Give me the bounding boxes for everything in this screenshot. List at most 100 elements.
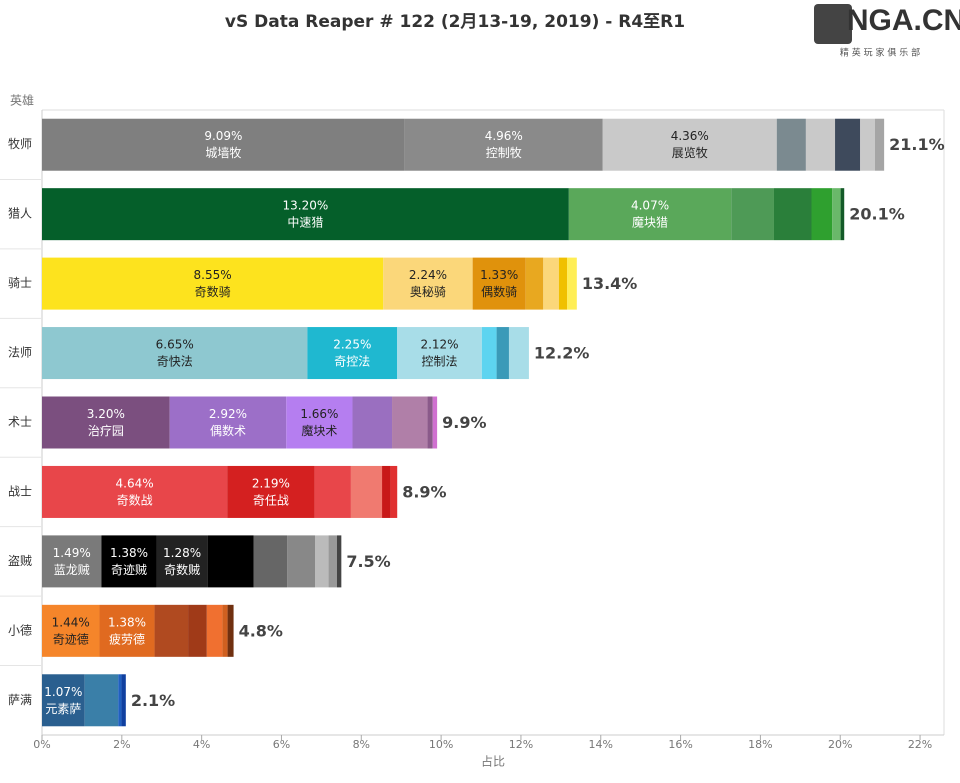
bar-segment [42, 604, 100, 657]
bar-segment [404, 118, 603, 171]
bar-segment [42, 327, 308, 380]
segment-name: 奥秘骑 [410, 285, 446, 299]
bar-segment [558, 257, 568, 310]
bar-segment [42, 257, 384, 310]
y-tick-label: 小德 [8, 622, 32, 637]
total-label: 9.9% [442, 413, 486, 432]
bar-segment [222, 604, 228, 657]
x-tick-label: 18% [748, 738, 772, 751]
bar-segment [42, 188, 569, 241]
data-label: 4.64% [116, 476, 154, 490]
y-tick-label: 法师 [8, 346, 32, 360]
total-label: 21.1% [889, 135, 945, 154]
data-label: 13.20% [283, 199, 329, 213]
segment-name: 奇迹贼 [111, 562, 147, 577]
bar-segment [206, 604, 223, 657]
bar-segment [328, 535, 337, 588]
segment-name: 魔块猎 [632, 215, 668, 230]
logo: NGA.CN 精 英 玩 家 俱 乐 部 [814, 4, 960, 59]
bar-segment [496, 327, 509, 380]
bar-segment [832, 188, 841, 241]
bar-segment [805, 118, 836, 171]
segment-name: 奇任战 [253, 493, 289, 507]
bar-segment [773, 188, 812, 241]
y-tick-label: 骑士 [8, 276, 32, 290]
bar-segment [227, 604, 234, 657]
data-label: 1.28% [163, 546, 201, 560]
segment-name: 治疗园 [88, 424, 124, 438]
data-label: 2.19% [252, 476, 290, 490]
data-label: 2.92% [209, 407, 247, 421]
segment-name: 奇数骑 [195, 284, 231, 299]
data-label: 4.07% [631, 199, 669, 213]
segment-name: 展览牧 [672, 145, 708, 160]
data-label: 1.44% [52, 615, 90, 629]
bar-segment [156, 535, 208, 588]
bar-segment [835, 118, 861, 171]
bar-segment [472, 257, 526, 310]
segment-name: 元素萨 [45, 702, 81, 716]
x-tick-label: 12% [509, 738, 533, 751]
x-tick-label: 6% [273, 738, 290, 751]
x-axis-label: 占比 [481, 754, 505, 769]
data-label: 1.38% [110, 546, 148, 560]
data-label: 6.65% [156, 338, 194, 352]
bar-segment [840, 188, 845, 241]
data-label: 9.09% [204, 129, 242, 143]
bar-segment [286, 396, 353, 449]
data-label: 1.66% [300, 407, 338, 421]
total-label: 2.1% [131, 691, 175, 710]
bar-segment [42, 118, 405, 171]
bar-segment [207, 535, 254, 588]
total-label: 8.9% [402, 482, 446, 501]
bar-segment [350, 465, 383, 518]
segment-name: 奇控法 [334, 355, 370, 369]
bar-segment [307, 327, 398, 380]
segment-name: 中速猎 [287, 215, 323, 230]
bar-segment [874, 118, 885, 171]
bar-segment [776, 118, 806, 171]
y-axis-label: 英雄 [10, 93, 34, 108]
bar-segment [121, 674, 126, 727]
x-tick-label: 2% [113, 738, 130, 751]
y-tick-label: 猎人 [8, 207, 32, 221]
bar-segment [99, 604, 155, 657]
bar-segment [860, 118, 875, 171]
x-tick-label: 10% [429, 738, 453, 751]
bar-segment [188, 604, 207, 657]
total-label: 4.8% [239, 621, 283, 640]
data-label: 4.96% [485, 129, 523, 143]
bar-segment [253, 535, 288, 588]
x-tick-label: 14% [589, 738, 613, 751]
segment-name: 疲劳德 [109, 631, 145, 646]
data-label: 1.38% [108, 615, 146, 629]
data-label: 4.36% [671, 129, 709, 143]
bar-segment [314, 535, 329, 588]
x-tick-label: 16% [668, 738, 692, 751]
bar-segment [101, 535, 157, 588]
bar-segment [543, 257, 559, 310]
logo-subtitle: 精 英 玩 家 俱 乐 部 [840, 47, 920, 59]
chart-title: vS Data Reaper # 122 (2月13-19, 2019) - R… [225, 12, 685, 32]
segment-name: 奇数战 [117, 492, 153, 507]
bar-segment [227, 465, 315, 518]
bar-segment [314, 465, 351, 518]
x-tick-label: 22% [908, 738, 932, 751]
data-label: 1.07% [44, 685, 82, 699]
logo-text: NGA.CN [847, 4, 960, 37]
bar-segment [390, 465, 398, 518]
segment-name: 魔块术 [301, 423, 337, 438]
segment-name: 蓝龙贼 [54, 562, 90, 577]
data-label: 1.33% [480, 268, 518, 282]
bar-segment [811, 188, 833, 241]
bar-segment [287, 535, 315, 588]
total-label: 12.2% [534, 344, 590, 363]
segment-name: 奇快法 [157, 355, 193, 369]
segment-name: 控制牧 [486, 146, 522, 160]
bar-segment [397, 327, 482, 380]
bar-segment [525, 257, 544, 310]
y-tick-label: 牧师 [8, 137, 32, 151]
bar-segment [602, 118, 777, 171]
x-tick-label: 4% [193, 738, 210, 751]
total-label: 20.1% [849, 205, 905, 224]
